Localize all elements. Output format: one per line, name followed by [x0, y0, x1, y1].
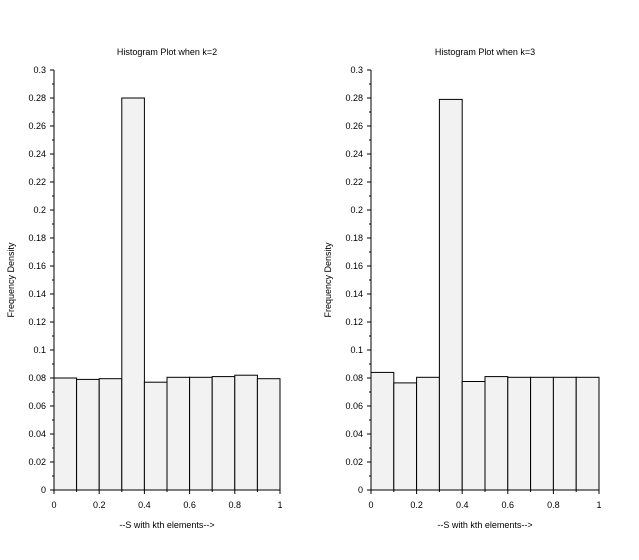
- y-axis-label: Frequency Density: [323, 242, 333, 318]
- chart-title: Histogram Plot when k=2: [117, 47, 217, 57]
- x-tick-label: 0.4: [456, 500, 469, 510]
- axes: 0 0.2 0.4 0.6 0.8 1 0 0.02 0.04 0.06 0.08 0.1 0.12 0.…: [345, 65, 601, 510]
- y-axis-label: Frequency Density: [6, 242, 16, 318]
- chart-title: Histogram Plot when k=3: [435, 47, 535, 57]
- bar: [166, 376, 191, 491]
- bar: [438, 98, 463, 491]
- bar: [53, 377, 78, 491]
- bar: [143, 381, 168, 491]
- bar: [234, 374, 258, 491]
- y-tick-label: 0.24: [28, 149, 46, 159]
- x-axis-label: --S with kth elements-->: [437, 520, 532, 530]
- y-tick-label: 0.12: [28, 317, 46, 327]
- x-tick-label: 0: [368, 500, 373, 510]
- bar: [393, 382, 418, 491]
- y-tick-label: 0.26: [345, 121, 363, 131]
- bar: [256, 378, 281, 491]
- y-tick-label: 0.3: [350, 65, 363, 75]
- bar: [98, 378, 123, 491]
- x-tick-label: 0.2: [93, 500, 106, 510]
- bar: [416, 376, 440, 491]
- y-tick-label: 0.28: [345, 93, 363, 103]
- bar: [575, 376, 600, 491]
- bar: [507, 376, 532, 491]
- y-tick-label: 0.14: [28, 289, 46, 299]
- y-tick-label: 0.04: [345, 429, 363, 439]
- x-tick-label: 0: [51, 500, 56, 510]
- y-tick-label: 0.28: [28, 93, 46, 103]
- y-tick-label: 0.18: [28, 233, 46, 243]
- y-tick-label: 0.16: [28, 261, 46, 271]
- y-tick-label: 0.14: [345, 289, 363, 299]
- y-tick-label: 0.22: [28, 177, 46, 187]
- bar: [461, 381, 486, 491]
- y-tick-label: 0.16: [345, 261, 363, 271]
- histogram-panel-k3: Histogram Plot when k=3 --S with kth ele…: [323, 47, 602, 530]
- x-tick-label: 0.4: [138, 500, 151, 510]
- y-tick-label: 0.1: [350, 345, 363, 355]
- bar: [121, 97, 145, 491]
- bar: [370, 371, 395, 491]
- bar: [484, 376, 509, 491]
- bar: [189, 376, 213, 491]
- y-tick-label: 0.18: [345, 233, 363, 243]
- y-tick-label: 0.02: [28, 457, 46, 467]
- y-tick-label: 0.06: [28, 401, 46, 411]
- x-tick-label: 0.8: [229, 500, 242, 510]
- y-tick-label: 0.2: [33, 205, 46, 215]
- bar: [211, 376, 236, 491]
- y-tick-label: 0.2: [350, 205, 363, 215]
- x-tick-label: 0.6: [502, 500, 515, 510]
- y-tick-label: 0.12: [345, 317, 363, 327]
- y-tick-label: 0.04: [28, 429, 46, 439]
- y-tick-label: 0: [358, 485, 363, 495]
- axes: 0 0.2 0.4 0.6 0.8 1 0 0.02 0.04 0.06 0.08 0.1 0.12 0.…: [28, 65, 282, 510]
- bars: [53, 97, 281, 491]
- y-tick-label: 0: [41, 485, 46, 495]
- x-axis-label: --S with kth elements-->: [119, 520, 214, 530]
- x-tick-label: 0.2: [410, 500, 423, 510]
- x-tick-label: 1: [277, 500, 282, 510]
- bar: [76, 378, 100, 491]
- y-tick-label: 0.06: [345, 401, 363, 411]
- y-tick-label: 0.08: [345, 373, 363, 383]
- x-tick-label: 0.8: [547, 500, 560, 510]
- bar: [552, 376, 577, 491]
- bars: [370, 98, 600, 491]
- x-tick-label: 1: [596, 500, 601, 510]
- y-tick-label: 0.1: [33, 345, 46, 355]
- y-tick-label: 0.26: [28, 121, 46, 131]
- histogram-panel-k2: Histogram Plot when k=2 --S with kth ele…: [6, 47, 283, 530]
- y-tick-label: 0.02: [345, 457, 363, 467]
- x-tick-label: 0.6: [183, 500, 196, 510]
- bar: [530, 376, 554, 491]
- y-tick-label: 0.24: [345, 149, 363, 159]
- y-tick-label: 0.22: [345, 177, 363, 187]
- y-tick-label: 0.08: [28, 373, 46, 383]
- y-tick-label: 0.3: [33, 65, 46, 75]
